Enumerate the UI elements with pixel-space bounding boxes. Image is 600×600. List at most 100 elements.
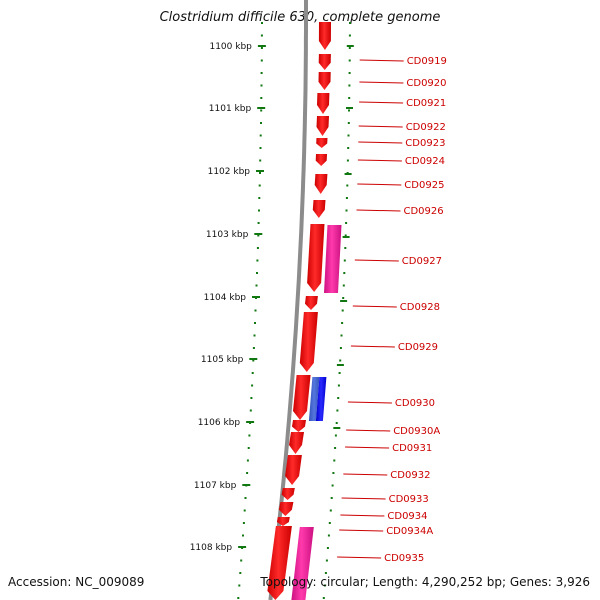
gene-label-cd0930[interactable]: CD0930 bbox=[395, 398, 435, 409]
scale-dot bbox=[242, 534, 244, 537]
gene-cd0922[interactable] bbox=[317, 93, 330, 114]
gene-label-cd0933[interactable]: CD0933 bbox=[389, 494, 429, 505]
rna-feature-pink[interactable] bbox=[291, 527, 314, 600]
gene-label-cd0921[interactable]: CD0921 bbox=[406, 98, 446, 109]
gene-label-cd0928[interactable]: CD0928 bbox=[400, 302, 440, 313]
scale-dot bbox=[251, 372, 254, 374]
scale-dot bbox=[345, 209, 348, 212]
scale-dot bbox=[248, 434, 251, 437]
gene-label-connector bbox=[352, 305, 397, 308]
gene-cd0934a[interactable] bbox=[276, 517, 290, 526]
gene-label-cd0935[interactable]: CD0935 bbox=[384, 553, 424, 564]
rna-feature-blue-dark[interactable] bbox=[315, 377, 327, 421]
gene-cd0935[interactable] bbox=[267, 526, 292, 600]
gene-label-connector bbox=[350, 345, 395, 348]
gene-label-connector bbox=[357, 183, 402, 186]
scale-dot bbox=[260, 34, 263, 37]
genome-title: Clostridium difficile 630, complete geno… bbox=[159, 10, 441, 25]
gene-cd0919[interactable] bbox=[318, 22, 331, 50]
gene-label-cd0931[interactable]: CD0931 bbox=[392, 443, 432, 454]
genome-backbone-arc bbox=[268, 0, 308, 600]
scale-dot bbox=[242, 522, 245, 524]
scale-dot bbox=[260, 72, 263, 74]
gene-label-cd0922[interactable]: CD0922 bbox=[406, 122, 446, 133]
scale-dot bbox=[339, 347, 342, 349]
gene-label-cd0932[interactable]: CD0932 bbox=[390, 470, 430, 481]
gene-label-cd0934[interactable]: CD0934 bbox=[387, 511, 427, 522]
scale-dot bbox=[344, 247, 347, 249]
scale-dot bbox=[258, 184, 261, 187]
gene-cd0931[interactable] bbox=[289, 432, 304, 454]
scale-dot bbox=[257, 222, 260, 224]
gene-feature[interactable] bbox=[315, 154, 327, 166]
ruler-tick-label: 1105 kbp bbox=[201, 355, 244, 365]
gene-cd0929[interactable] bbox=[299, 312, 318, 372]
gene-label-connector bbox=[337, 556, 382, 559]
scale-dot bbox=[259, 134, 262, 137]
gene-cd0932[interactable] bbox=[285, 455, 302, 485]
gene-label-connector bbox=[347, 401, 392, 404]
scale-dot bbox=[259, 172, 261, 174]
gene-label-cd0920[interactable]: CD0920 bbox=[406, 78, 446, 89]
scale-dot bbox=[260, 84, 263, 87]
gene-label-cd0923[interactable]: CD0923 bbox=[405, 138, 445, 149]
gene-label-connector bbox=[346, 429, 391, 432]
scale-dot bbox=[260, 59, 263, 62]
scale-dot bbox=[257, 234, 260, 237]
gene-cd0921[interactable] bbox=[318, 72, 331, 90]
scale-dot bbox=[252, 347, 255, 349]
gene-cd0920[interactable] bbox=[318, 54, 331, 70]
scale-dot bbox=[343, 259, 346, 262]
gene-cd0934[interactable] bbox=[278, 502, 294, 516]
scale-dot bbox=[336, 409, 339, 412]
gene-cd0930a[interactable] bbox=[292, 420, 306, 432]
scale-dot bbox=[333, 459, 336, 462]
ruler-tick-label: 1108 kbp bbox=[190, 543, 233, 553]
gene-label-cd0934a[interactable]: CD0934A bbox=[386, 526, 433, 537]
gene-label-cd0919[interactable]: CD0919 bbox=[407, 56, 447, 67]
scale-dot bbox=[330, 497, 333, 499]
gene-cd0933[interactable] bbox=[281, 488, 295, 500]
scale-dot bbox=[337, 397, 340, 399]
gene-label-cd0924[interactable]: CD0924 bbox=[405, 156, 445, 167]
scale-dot bbox=[260, 47, 263, 49]
scale-dot bbox=[331, 484, 334, 487]
gene-cd0926[interactable] bbox=[312, 200, 326, 218]
scale-dot bbox=[253, 334, 256, 337]
scale-dot bbox=[260, 109, 263, 112]
scale-dot bbox=[239, 572, 242, 574]
gene-label-cd0926[interactable]: CD0926 bbox=[404, 206, 444, 217]
scale-dot bbox=[348, 72, 351, 74]
scale-dot bbox=[342, 297, 345, 299]
gene-label-cd0927[interactable]: CD0927 bbox=[402, 256, 442, 267]
ruler-tick-label: 1100 kbp bbox=[209, 42, 252, 52]
gene-cd0924[interactable] bbox=[316, 138, 328, 148]
gene-label-cd0929[interactable]: CD0929 bbox=[398, 342, 438, 353]
scale-dot bbox=[334, 434, 337, 437]
scale-dot bbox=[346, 159, 349, 162]
scale-dot bbox=[348, 84, 351, 87]
gene-label-connector bbox=[359, 101, 404, 104]
rna-feature-pink[interactable] bbox=[324, 225, 342, 293]
scale-dot bbox=[255, 284, 258, 287]
scale-dot bbox=[256, 272, 258, 274]
gene-cd0927[interactable] bbox=[307, 224, 325, 292]
scale-dot bbox=[259, 147, 262, 149]
scale-dot bbox=[240, 559, 243, 562]
gene-cd0930[interactable] bbox=[293, 375, 311, 420]
gene-cd0925[interactable] bbox=[314, 174, 328, 194]
scale-dot bbox=[254, 322, 256, 324]
gene-cd0928[interactable] bbox=[305, 296, 318, 310]
gene-label-cd0925[interactable]: CD0925 bbox=[404, 180, 444, 191]
gene-label-cd0930a[interactable]: CD0930A bbox=[393, 426, 440, 437]
scale-dot bbox=[345, 222, 348, 224]
scale-dot bbox=[340, 334, 343, 337]
scale-dot bbox=[246, 472, 249, 474]
gene-label-connector bbox=[343, 473, 388, 476]
scale-dot bbox=[243, 509, 246, 512]
accession-text: Accession: NC_009089 bbox=[8, 575, 145, 589]
gene-cd0923[interactable] bbox=[316, 116, 330, 136]
gene-label-connector bbox=[359, 81, 404, 84]
gene-label-connector bbox=[339, 529, 384, 532]
scale-dot bbox=[345, 197, 348, 199]
